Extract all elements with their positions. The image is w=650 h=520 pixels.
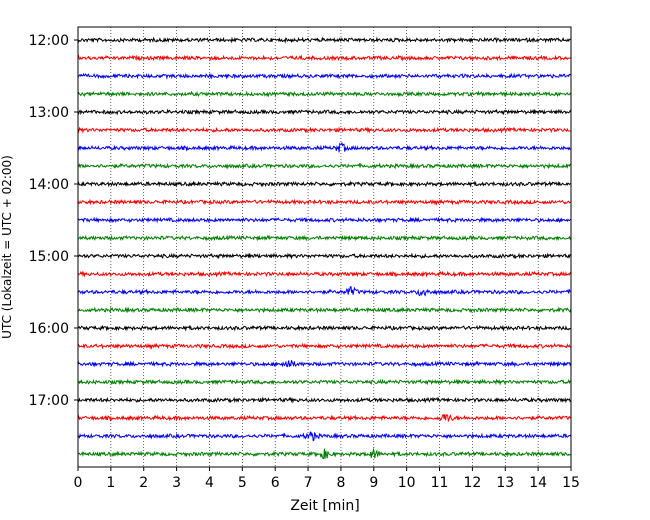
x-tick-label: 3 (172, 475, 181, 491)
y-tick-label: 15:00 (29, 249, 69, 265)
trace-1315 (77, 126, 572, 134)
trace-1430 (77, 216, 572, 224)
trace-1400 (77, 180, 572, 188)
y-tick-label: 16:00 (29, 321, 69, 337)
trace-1445 (77, 234, 572, 242)
x-tick-label: 5 (238, 475, 247, 491)
x-tick-label: 10 (398, 475, 416, 491)
y-tick-label: 12:00 (29, 33, 69, 49)
trace-1200 (77, 36, 572, 44)
trace-1700 (77, 396, 572, 404)
traces (77, 36, 572, 460)
x-tick-label: 9 (369, 475, 378, 491)
x-tick-label: 0 (74, 475, 83, 491)
trace-1545 (77, 306, 572, 314)
trace-1345 (77, 162, 572, 170)
trace-1615 (77, 342, 571, 350)
trace-1715 (77, 414, 572, 423)
x-tick-label: 8 (336, 475, 345, 491)
x-axis-label: Zeit [min] (290, 498, 359, 514)
trace-1500 (77, 252, 572, 260)
trace-1330 (77, 141, 572, 153)
x-axis: 0 1 2 3 4 5 6 7 8 9 10 11 12 13 14 15 (74, 467, 580, 491)
y-tick-label: 13:00 (29, 105, 69, 121)
x-tick-label: 11 (431, 475, 449, 491)
x-tick-label: 7 (304, 475, 313, 491)
trace-1515 (77, 270, 572, 278)
trace-1215 (77, 54, 572, 62)
trace-1230 (77, 72, 571, 80)
trace-1645 (77, 378, 571, 386)
x-tick-label: 6 (271, 475, 280, 491)
x-tick-label: 12 (463, 475, 481, 491)
trace-1630 (77, 360, 572, 368)
y-axis-label: UTC (Lokalzeit = UTC + 02:00) (0, 155, 14, 339)
x-tick-label: 15 (562, 475, 580, 491)
y-tick-label: 14:00 (29, 177, 69, 193)
x-tick-label: 14 (529, 475, 547, 491)
y-axis: 12:00 13:00 14:00 15:00 16:00 17:00 (29, 33, 78, 409)
trace-1745 (77, 447, 571, 460)
trace-1300 (77, 108, 572, 116)
grid-lines (110, 27, 539, 467)
trace-1415 (77, 198, 571, 206)
plot-frame (77, 26, 572, 468)
x-tick-label: 2 (139, 475, 148, 491)
x-tick-label: 13 (496, 475, 514, 491)
x-tick-label: 1 (106, 475, 115, 491)
trace-1245 (77, 90, 572, 98)
x-tick-label: 4 (205, 475, 214, 491)
y-tick-label: 17:00 (29, 393, 69, 409)
trace-1600 (77, 324, 572, 332)
trace-1730 (77, 431, 572, 442)
trace-1530 (77, 285, 571, 297)
